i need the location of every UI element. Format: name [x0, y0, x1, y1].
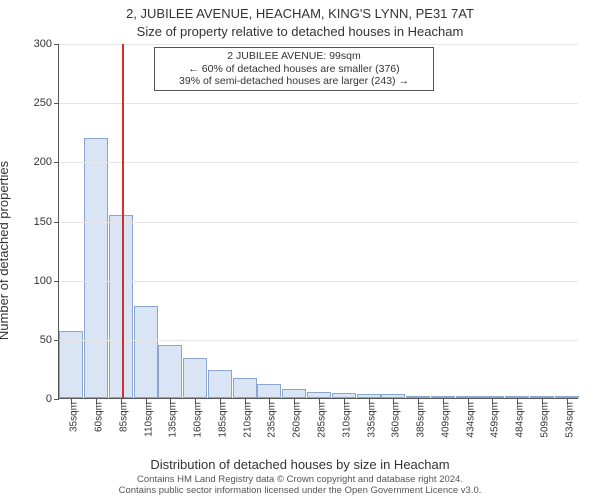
y-axis-label-wrap: Number of detached properties [0, 0, 14, 500]
ytick-label: 300 [12, 38, 52, 50]
xtick-label: 409sqm [440, 402, 451, 438]
xtick-label: 260sqm [292, 402, 303, 438]
title-line-2: Size of property relative to detached ho… [0, 24, 600, 39]
bar [505, 396, 529, 398]
ytick-mark [54, 399, 59, 400]
gridline-h [59, 103, 578, 104]
xtick-label: 360sqm [391, 402, 402, 438]
x-axis-label: Distribution of detached houses by size … [0, 457, 600, 472]
xtick-label: 310sqm [341, 402, 352, 438]
annotation-line-1: 2 JUBILEE AVENUE: 99sqm [159, 50, 429, 63]
xtick-label: 484sqm [515, 402, 526, 438]
xtick-label: 509sqm [539, 402, 550, 438]
xtick-label: 534sqm [564, 402, 575, 438]
xtick-label: 434sqm [465, 402, 476, 438]
ytick-mark [54, 44, 59, 45]
ytick-label: 100 [12, 275, 52, 287]
bar [134, 306, 158, 398]
bar [555, 396, 579, 398]
xtick-label: 60sqm [94, 402, 105, 432]
xtick-label: 185sqm [217, 402, 228, 438]
bar [431, 396, 455, 398]
bar [406, 396, 430, 398]
gridline-h [59, 222, 578, 223]
xtick-label: 285sqm [317, 402, 328, 438]
ytick-label: 250 [12, 97, 52, 109]
bar [208, 370, 232, 398]
bar [158, 345, 182, 398]
xtick-label: 235sqm [267, 402, 278, 438]
bar [233, 378, 257, 398]
title-line-1: 2, JUBILEE AVENUE, HEACHAM, KING'S LYNN,… [0, 6, 600, 21]
gridline-h [59, 44, 578, 45]
bar [530, 396, 554, 398]
xtick-label: 210sqm [242, 402, 253, 438]
footer-attribution: Contains HM Land Registry data © Crown c… [0, 475, 600, 497]
bar [480, 396, 504, 398]
bar [332, 393, 356, 398]
bar [183, 358, 207, 398]
xtick-label: 35sqm [69, 402, 80, 432]
ytick-label: 50 [12, 334, 52, 346]
xtick-label: 335sqm [366, 402, 377, 438]
bar [381, 394, 405, 398]
ytick-mark [54, 222, 59, 223]
annotation-line-3: 39% of semi-detached houses are larger (… [159, 75, 429, 88]
marker-line [122, 44, 124, 398]
bar [257, 384, 281, 398]
ytick-label: 0 [12, 393, 52, 405]
ytick-mark [54, 281, 59, 282]
chart-container: 2, JUBILEE AVENUE, HEACHAM, KING'S LYNN,… [0, 0, 600, 500]
plot-area: 35sqm60sqm85sqm110sqm135sqm160sqm185sqm2… [58, 44, 578, 399]
xtick-label: 385sqm [416, 402, 427, 438]
annotation-line-2: ← 60% of detached houses are smaller (37… [159, 63, 429, 76]
xtick-label: 160sqm [193, 402, 204, 438]
ytick-label: 200 [12, 156, 52, 168]
bar [282, 389, 306, 398]
gridline-h [59, 281, 578, 282]
ytick-label: 150 [12, 216, 52, 228]
bar [109, 215, 133, 398]
xtick-label: 459sqm [490, 402, 501, 438]
xtick-label: 110sqm [143, 402, 154, 437]
ytick-mark [54, 340, 59, 341]
footer-line-2: Contains public sector information licen… [0, 486, 600, 497]
ytick-mark [54, 103, 59, 104]
xtick-label: 135sqm [168, 402, 179, 438]
gridline-h [59, 340, 578, 341]
bar [357, 394, 381, 398]
gridline-h [59, 162, 578, 163]
y-axis-label: Number of detached properties [0, 160, 12, 339]
bar [307, 392, 331, 398]
bar [84, 138, 108, 398]
bar [456, 396, 480, 398]
annotation-box: 2 JUBILEE AVENUE: 99sqm← 60% of detached… [154, 47, 434, 91]
ytick-mark [54, 162, 59, 163]
xtick-label: 85sqm [118, 402, 129, 432]
